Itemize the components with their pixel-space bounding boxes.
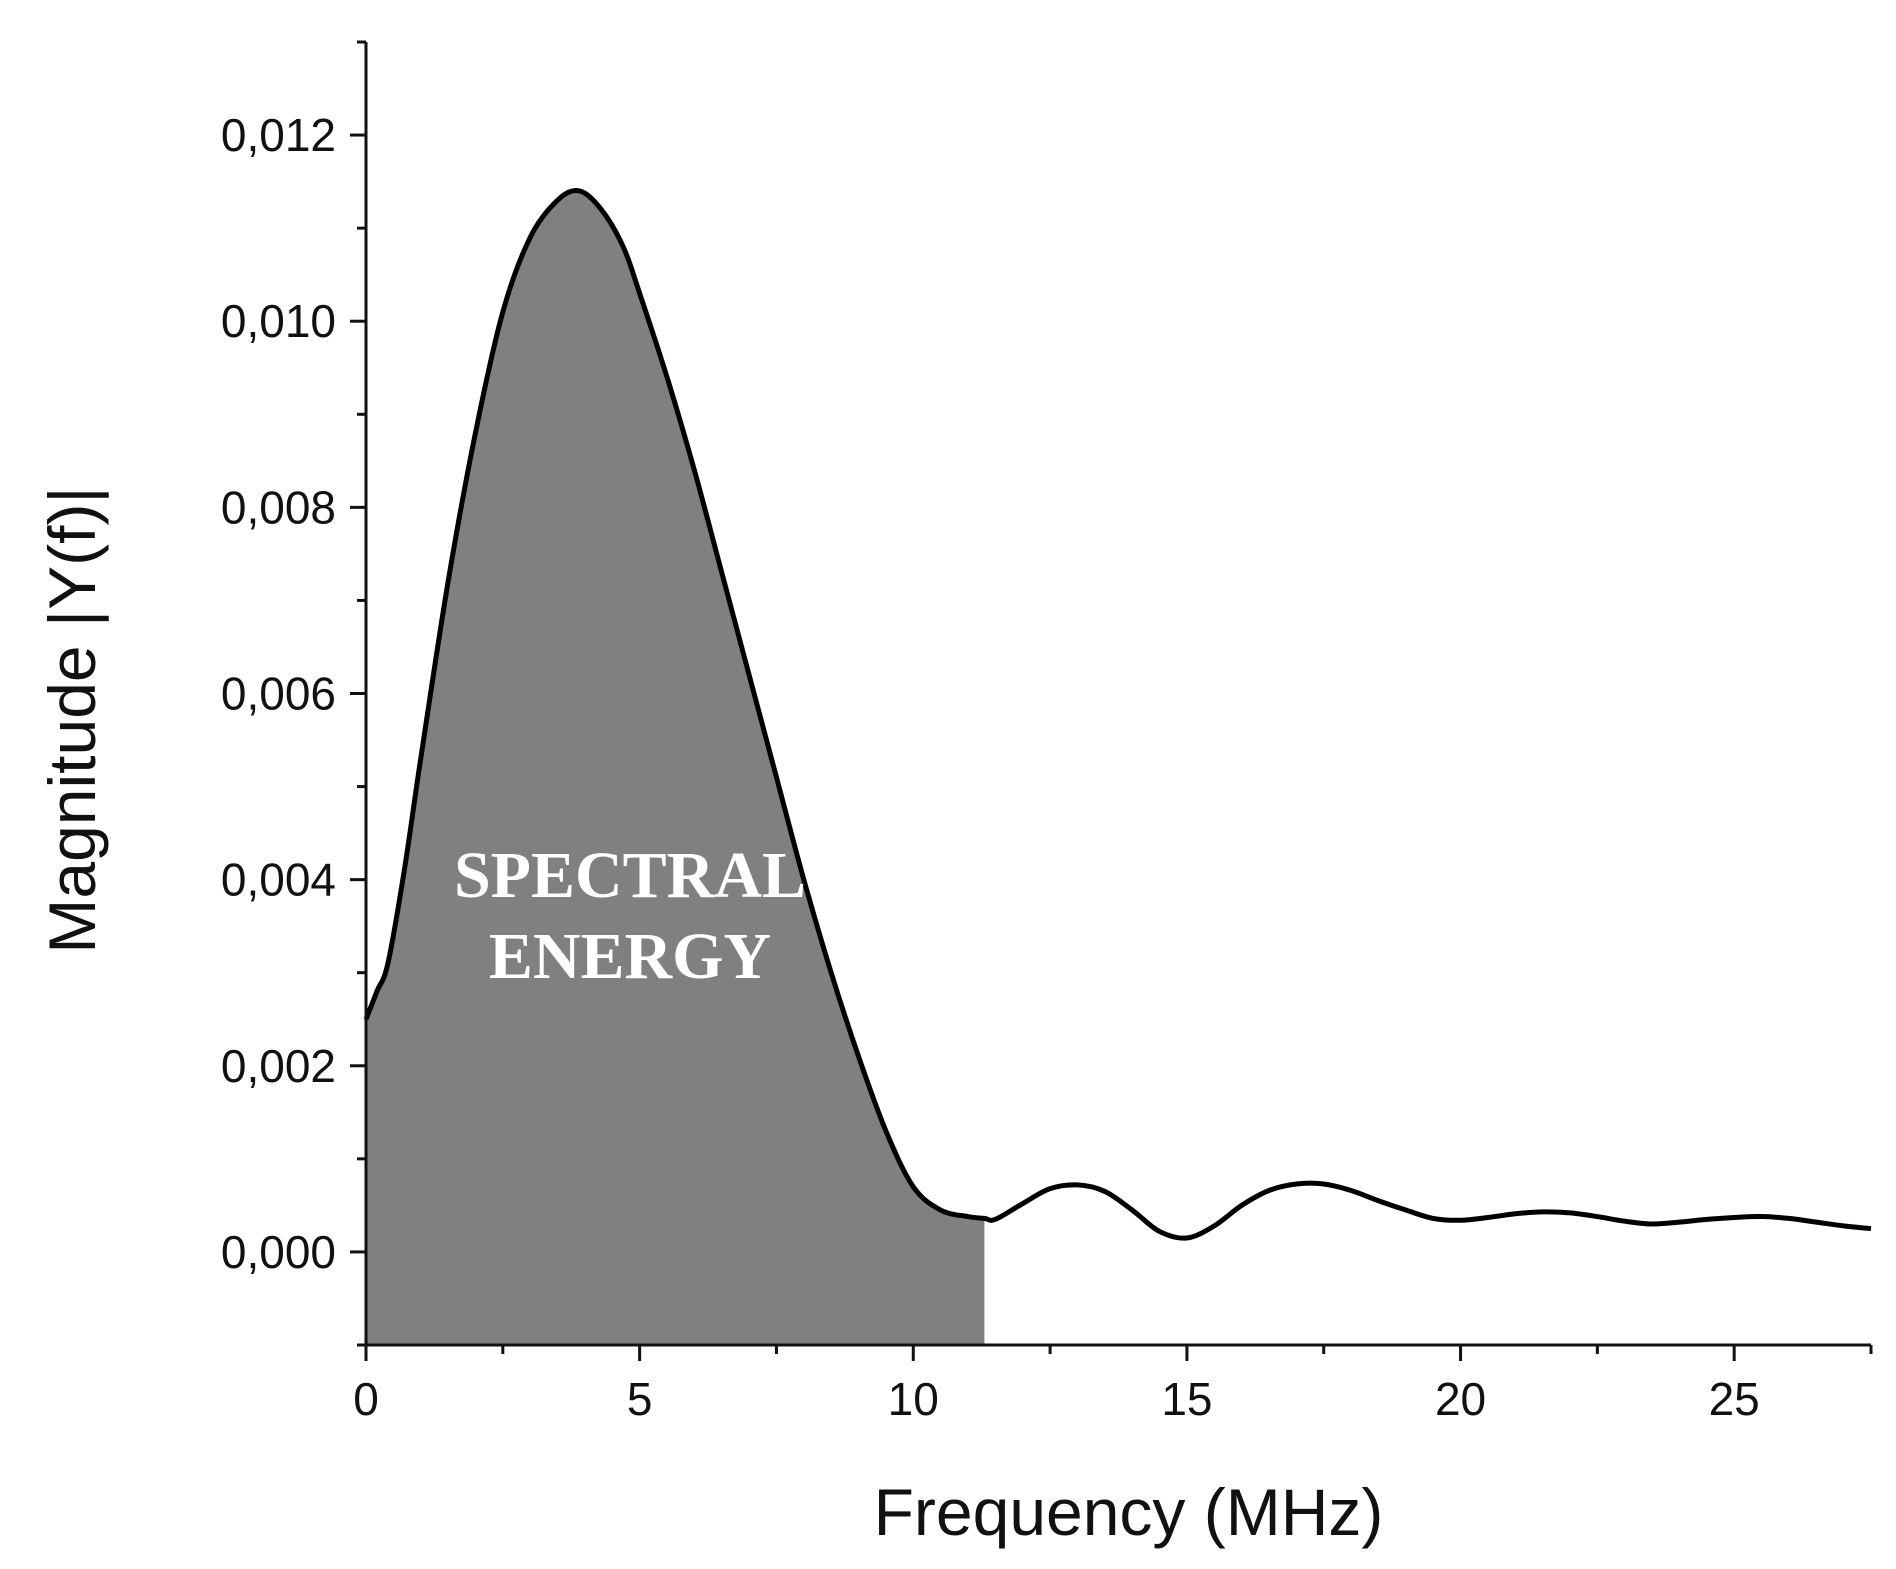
y-tick-label: 0,008 — [221, 481, 336, 533]
x-tick-label: 15 — [1161, 1373, 1212, 1425]
x-axis-title: Frequency (MHz) — [874, 1475, 1384, 1549]
shaded-spectral-energy-area — [366, 190, 985, 1346]
y-tick-label: 0,006 — [221, 668, 336, 720]
y-tick-label: 0,010 — [221, 295, 336, 347]
y-axis-title: Magnitude |Y(f)| — [35, 486, 109, 953]
x-tick-label: 25 — [1709, 1373, 1760, 1425]
x-tick-label: 20 — [1435, 1373, 1486, 1425]
y-tick-label: 0,002 — [221, 1040, 336, 1092]
spectrum-line — [363, 188, 1872, 1241]
annotation-line-2: ENERGY — [489, 920, 771, 993]
annotation-line-1: SPECTRAL — [454, 839, 806, 912]
y-tick-label: 0,000 — [221, 1226, 336, 1278]
y-tick-label: 0,012 — [221, 109, 336, 161]
x-tick-label: 0 — [353, 1373, 379, 1425]
axes: 0,000 0,002 0,004 0,006 0,008 0,010 0,012 0 5 10 1… — [221, 40, 1873, 1425]
plot-area — [363, 188, 1872, 1346]
x-tick-label: 5 — [627, 1373, 653, 1425]
x-tick-label: 10 — [888, 1373, 939, 1425]
y-tick-label: 0,004 — [221, 854, 336, 906]
